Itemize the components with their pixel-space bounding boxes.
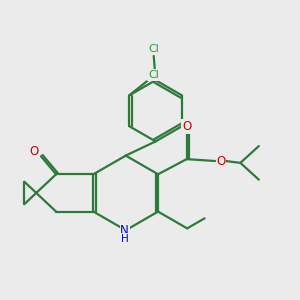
Text: Cl: Cl [148, 70, 159, 80]
Text: H: H [121, 234, 128, 244]
Text: O: O [29, 145, 38, 158]
Text: Cl: Cl [148, 44, 159, 54]
Text: O: O [216, 154, 225, 167]
Text: O: O [182, 120, 191, 133]
Text: N: N [120, 224, 129, 237]
